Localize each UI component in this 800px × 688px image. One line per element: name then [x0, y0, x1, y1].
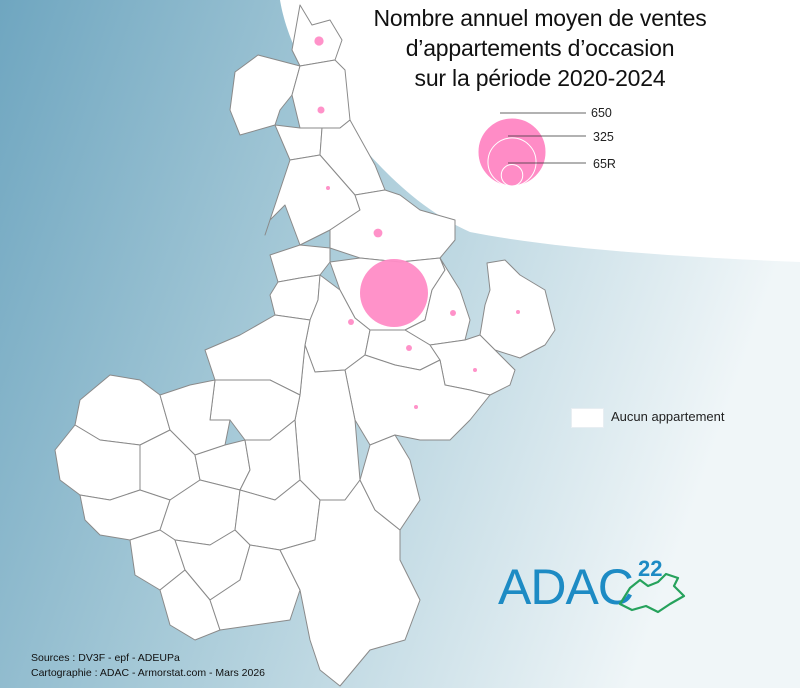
sales-bubble-est-nord	[373, 228, 383, 238]
map-title-line-1: Nombre annuel moyen de ventes	[373, 5, 707, 31]
commune-shape	[291, 4, 343, 67]
bubbles-layer	[314, 36, 520, 409]
legend-size-label-65: 65R	[593, 157, 616, 171]
legend-size-circle-65	[500, 163, 524, 187]
sales-bubble-est-centre	[450, 310, 456, 316]
adac-logo-text: ADAC	[498, 559, 634, 615]
legend-no-apartment-swatch	[571, 408, 604, 428]
sources-line: Sources : DV3F - epf - ADEUPa	[31, 652, 180, 664]
commune-shape	[279, 479, 421, 687]
sales-bubble-est-lointain	[516, 310, 520, 314]
title-area	[280, 0, 800, 262]
sales-bubble-nord-1	[314, 36, 324, 46]
commune-shape	[264, 154, 361, 246]
legend-size-label-650: 650	[591, 106, 612, 120]
cartography-credit-line: Cartographie : ADAC - Armorstat.com - Ma…	[31, 667, 265, 679]
adac-logo-number: 22	[638, 556, 663, 581]
legend-no-apartment-label: Aucun appartement	[611, 409, 725, 424]
legend-size-label-325: 325	[593, 130, 614, 144]
communes-layer	[54, 4, 556, 687]
sales-bubble-centre-sud	[406, 345, 412, 351]
sales-bubble-sud-est	[473, 368, 477, 372]
commune-shape	[229, 54, 301, 136]
sales-bubble-pole-principal	[360, 259, 428, 327]
sales-bubble-sud-centre	[414, 405, 418, 409]
size-legend	[477, 112, 586, 187]
legend-size-circle-650	[477, 117, 547, 187]
commune-shape	[479, 259, 556, 359]
commune-shape	[359, 434, 421, 531]
sales-bubble-ouest-centre	[348, 319, 354, 325]
sales-bubble-nord-2	[317, 106, 325, 114]
adac-logo-mark	[618, 572, 686, 614]
sales-bubble-centre-nord	[326, 186, 330, 190]
map-title-line-3: sur la période 2020-2024	[414, 65, 666, 91]
map-title-line-2: d’appartements d’occasion	[405, 35, 675, 61]
